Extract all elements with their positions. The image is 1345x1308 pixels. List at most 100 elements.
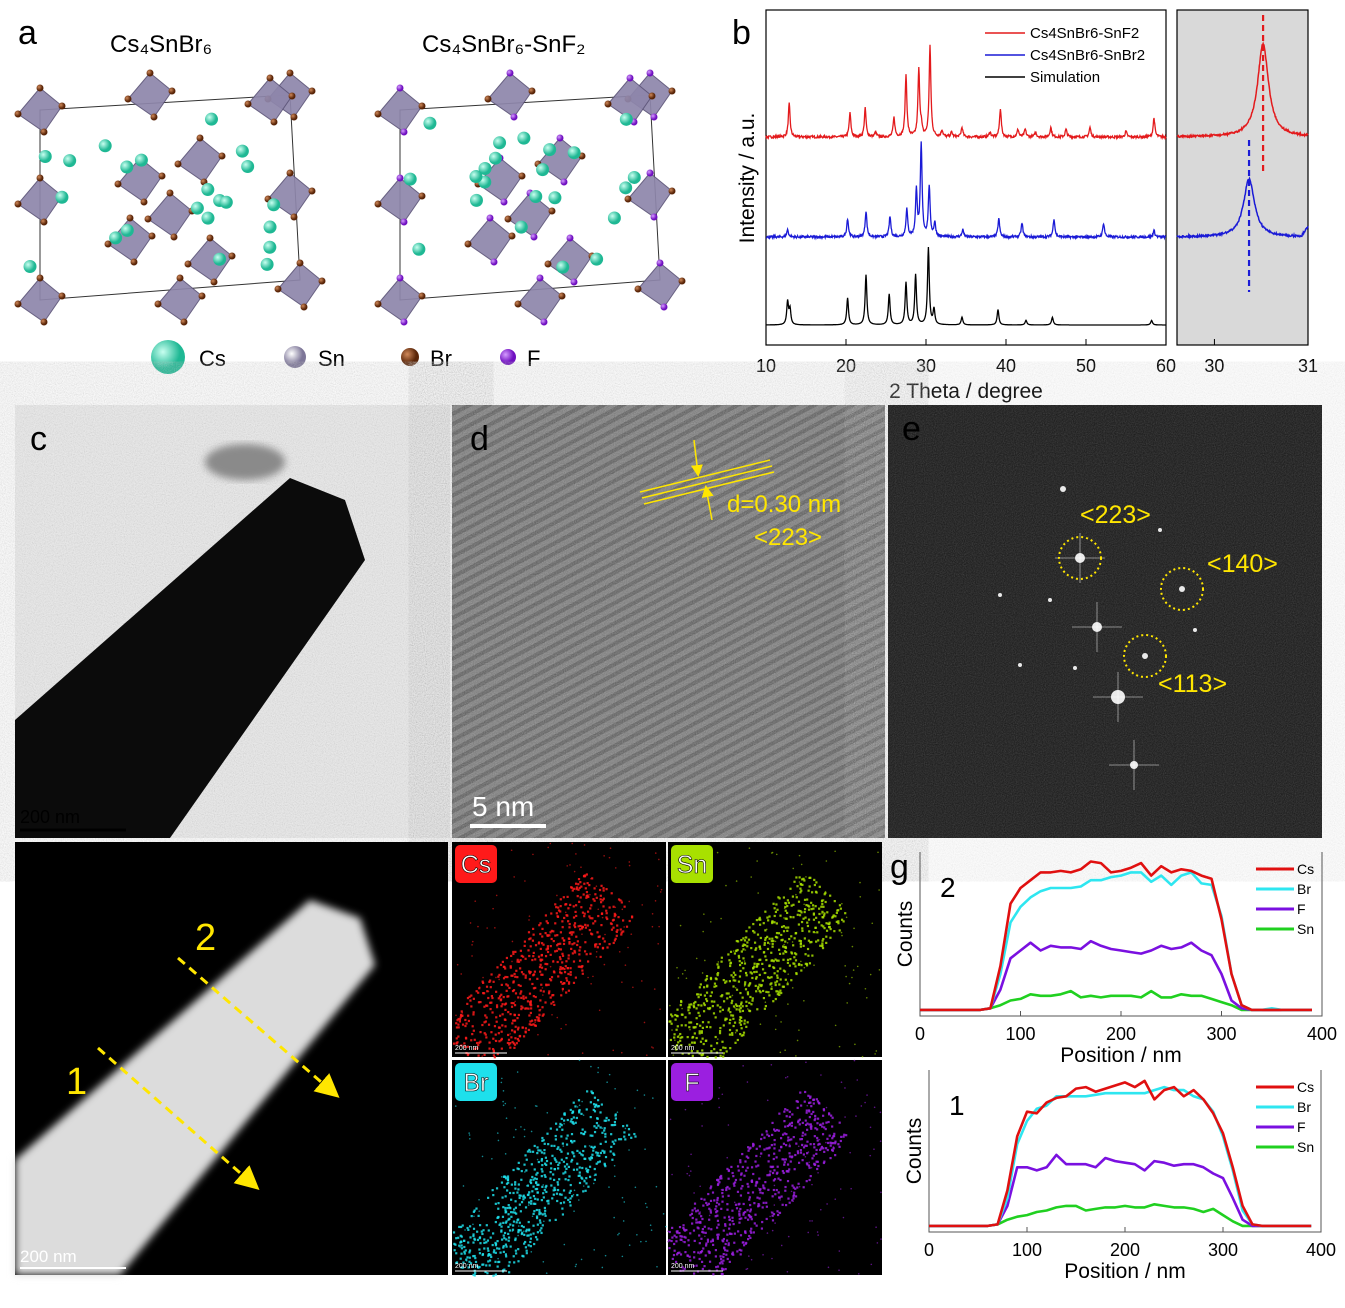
eds-signal-pixel — [821, 942, 824, 945]
eds-signal-pixel — [559, 1122, 562, 1126]
eds-signal-pixel — [693, 1202, 697, 1205]
eds-signal-pixel — [808, 1123, 811, 1126]
eds-background-count — [756, 860, 758, 862]
eds-signal-pixel — [563, 1113, 566, 1116]
eds-signal-pixel — [733, 1241, 736, 1244]
eds-signal-pixel — [715, 1042, 719, 1045]
eds-signal-pixel — [720, 1207, 723, 1210]
eds-signal-pixel — [571, 1151, 574, 1154]
eds-background-count — [804, 1155, 807, 1158]
eds-signal-pixel — [677, 1041, 680, 1044]
eds-signal-pixel — [500, 1238, 504, 1241]
eds-signal-pixel — [820, 924, 823, 927]
eds-signal-pixel — [795, 876, 798, 879]
eds-signal-pixel — [541, 1006, 544, 1009]
eds-signal-pixel — [809, 1175, 812, 1178]
eds-signal-pixel — [837, 1143, 840, 1146]
eds-signal-pixel — [572, 981, 576, 984]
eds-background-count — [603, 963, 606, 966]
eds-signal-pixel — [715, 1265, 718, 1269]
br-atom — [40, 318, 48, 326]
eds-signal-pixel — [510, 974, 513, 977]
eds-signal-pixel — [747, 1146, 750, 1149]
eds-signal-pixel — [693, 1256, 696, 1259]
panel-d-hrtem: d d=0.30 nm <223> 5 nm — [452, 405, 885, 838]
eds-signal-pixel — [673, 1249, 676, 1252]
f-atom — [566, 234, 574, 242]
eds-signal-pixel — [815, 1152, 818, 1155]
eds-signal-pixel — [488, 980, 491, 983]
eds-signal-pixel — [786, 958, 790, 961]
eds-signal-pixel — [795, 896, 798, 899]
eds-signal-pixel — [493, 1056, 496, 1059]
eds-signal-pixel — [505, 1238, 508, 1241]
eds-signal-pixel — [675, 1240, 678, 1243]
eds-signal-pixel — [583, 915, 586, 918]
eds-background-count — [581, 933, 583, 935]
eds-background-count — [866, 1094, 868, 1096]
eds-signal-pixel — [514, 992, 518, 995]
eds-signal-pixel — [781, 1170, 784, 1173]
eds-signal-pixel — [517, 1260, 520, 1263]
eds-signal-pixel — [732, 976, 735, 979]
eds-signal-pixel — [786, 899, 789, 902]
eds-signal-pixel — [745, 930, 748, 933]
eds-signal-pixel — [492, 1193, 495, 1197]
eds-signal-pixel — [745, 1241, 748, 1245]
eds-signal-pixel — [596, 1151, 599, 1155]
xrd-series-cs4snbr6-snf2 — [765, 44, 1167, 141]
eds-background-count — [524, 1171, 526, 1173]
eds-signal-pixel — [549, 945, 552, 948]
eds-signal-pixel — [800, 1104, 803, 1107]
eds-signal-pixel — [753, 1222, 756, 1225]
eds-background-count — [643, 1021, 646, 1024]
f-atom — [540, 318, 548, 326]
eds-signal-pixel — [593, 1125, 596, 1128]
eds-signal-pixel — [603, 1150, 606, 1153]
eds-signal-pixel — [538, 1208, 541, 1212]
eds-signal-pixel — [765, 1217, 768, 1221]
eds-signal-pixel — [734, 973, 737, 977]
eds-signal-pixel — [792, 1135, 795, 1139]
eds-signal-pixel — [822, 1109, 826, 1112]
eds-signal-pixel — [523, 1233, 526, 1236]
eds-scale-bar-label: 200 nm — [455, 1263, 479, 1270]
eds-signal-pixel — [738, 1202, 741, 1205]
panel-b-xrd: b 30 31 10 20 30 40 50 60 2 Theta / degree Int… — [732, 9, 1318, 403]
eds-signal-pixel — [742, 1031, 746, 1034]
eds-signal-pixel — [531, 1190, 534, 1193]
eds-signal-pixel — [716, 1196, 719, 1200]
eds-background-count — [549, 842, 552, 845]
eds-signal-pixel — [822, 925, 825, 928]
eds-signal-pixel — [592, 1146, 595, 1150]
eds-background-count — [672, 1262, 675, 1265]
eds-signal-pixel — [675, 1043, 679, 1047]
eds-signal-pixel — [837, 909, 840, 912]
eds-signal-pixel — [596, 931, 599, 934]
f-atom — [650, 113, 658, 121]
legend-label-br: Br — [1297, 1099, 1311, 1115]
eds-signal-pixel — [722, 1055, 725, 1058]
eds-signal-pixel — [580, 885, 583, 888]
eds-signal-pixel — [540, 1175, 543, 1178]
diffraction-spot — [1018, 663, 1022, 667]
eds-signal-pixel — [738, 1021, 741, 1024]
profile-line-number: 1 — [949, 1090, 965, 1121]
eds-signal-pixel — [720, 1260, 723, 1263]
eds-background-count — [809, 1220, 811, 1222]
snx6-octahedron — [637, 262, 683, 308]
profile-x-tick-label: 300 — [1206, 1024, 1236, 1044]
br-atom — [148, 232, 156, 240]
eds-signal-pixel — [519, 967, 522, 970]
eds-signal-pixel — [826, 1137, 829, 1140]
eds-signal-pixel — [613, 1123, 617, 1126]
eds-signal-pixel — [776, 993, 779, 996]
eds-signal-pixel — [472, 1011, 475, 1014]
eds-signal-pixel — [541, 1136, 544, 1140]
eds-signal-pixel — [472, 1227, 476, 1230]
eds-signal-pixel — [554, 1138, 557, 1141]
eds-signal-pixel — [587, 1168, 590, 1172]
legend-label-br: Br — [1297, 881, 1311, 897]
eds-signal-pixel — [741, 1009, 745, 1013]
